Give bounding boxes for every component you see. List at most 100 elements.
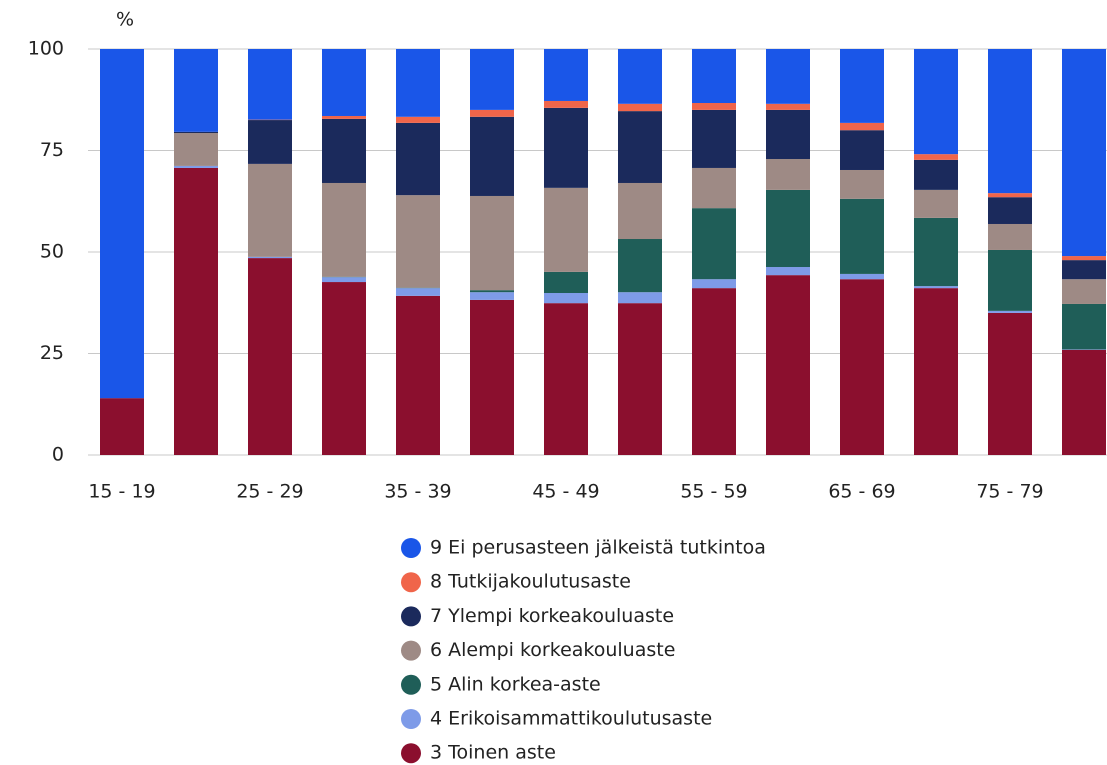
bar-segment: [766, 189, 810, 268]
bar-segment: [766, 103, 810, 110]
bar-segment: [396, 295, 440, 455]
legend-marker: [401, 572, 421, 593]
x-tick-label: 35 - 39: [384, 481, 451, 503]
bar-segment: [470, 292, 514, 300]
bar-segment: [544, 107, 588, 188]
bar-segment: [396, 116, 440, 123]
bar-segment: [470, 116, 514, 196]
legend-marker: [401, 640, 421, 661]
bar-segment: [766, 267, 810, 276]
x-tick-label: 75 - 79: [976, 481, 1043, 503]
legend-label: 6 Alempi korkeakouluaste: [430, 639, 675, 661]
bar-segment: [544, 49, 588, 101]
legend-marker: [401, 674, 421, 695]
bar-segment: [248, 120, 292, 164]
bar-segment: [840, 49, 884, 123]
bar-segment: [618, 103, 662, 112]
bar-segment: [692, 102, 736, 110]
bar-segment: [840, 169, 884, 199]
x-tick-label: 25 - 29: [236, 481, 303, 503]
bar-segment: [618, 182, 662, 240]
legend-marker: [401, 743, 421, 764]
bar-segment: [100, 398, 144, 455]
y-tick-label: 0: [52, 444, 64, 466]
bar-segment: [248, 49, 292, 120]
legend-marker: [401, 709, 421, 729]
bar-segment: [544, 303, 588, 455]
bar-segment: [470, 195, 514, 291]
bar-segment: [174, 167, 218, 455]
bar-segment: [1062, 303, 1106, 350]
bar-segment: [840, 122, 884, 131]
bar-segment: [470, 109, 514, 117]
bar-segment: [544, 271, 588, 294]
bar-segment: [1062, 260, 1106, 280]
legend-marker: [401, 606, 421, 627]
bar-segment: [1062, 256, 1106, 261]
legend-label: 9 Ei perusasteen jälkeistä tutkintoa: [430, 537, 766, 559]
bar-segment: [692, 109, 736, 168]
bar-segment: [988, 49, 1032, 194]
bar-segment: [914, 217, 958, 287]
bar-segment: [914, 288, 958, 455]
bar-segment: [396, 195, 440, 288]
bar-segment: [174, 49, 218, 132]
bar-segment: [470, 299, 514, 455]
bar-segment: [766, 49, 810, 104]
bar-segment: [766, 109, 810, 160]
bar-segment: [914, 49, 958, 155]
bar-segment: [692, 49, 736, 103]
bar-segment: [988, 197, 1032, 224]
bar-segment: [1062, 279, 1106, 304]
bar-segment: [1062, 49, 1106, 257]
bar-segment: [396, 49, 440, 117]
bar-segment: [248, 256, 292, 259]
bar-segment: [544, 293, 588, 304]
bar-segment: [1062, 349, 1106, 455]
bar-segment: [692, 167, 736, 209]
x-tick-label: 45 - 49: [532, 481, 599, 503]
y-tick-label: 25: [40, 342, 64, 364]
bar-segment: [322, 49, 366, 116]
bar-segment: [174, 133, 218, 166]
bar-segment: [840, 198, 884, 274]
bar-segment: [988, 223, 1032, 250]
bar-segment: [470, 49, 514, 110]
bar-segment: [766, 275, 810, 455]
bar-segment: [100, 49, 144, 399]
bar-segment: [322, 115, 366, 119]
bar-segment: [174, 165, 218, 168]
bar-segment: [618, 239, 662, 293]
bar-segment: [544, 187, 588, 272]
legend-label: 4 Erikoisammattikoulutusaste: [430, 708, 712, 730]
bar-segment: [914, 154, 958, 160]
bar-segment: [988, 310, 1032, 313]
bar-segment: [174, 131, 218, 134]
x-tick-label: 55 - 59: [680, 481, 747, 503]
y-axis-label: %: [116, 9, 134, 31]
bar-segment: [692, 208, 736, 280]
bar-segment: [618, 292, 662, 304]
legend-label: 7 Ylempi korkeakouluaste: [430, 605, 674, 627]
bar-segment: [840, 279, 884, 455]
bar-segment: [396, 288, 440, 296]
bar-segment: [322, 277, 366, 283]
legend-label: 5 Alin korkea-aste: [430, 673, 601, 695]
y-tick-label: 50: [40, 241, 64, 263]
legend-label: 8 Tutkijakoulutusaste: [430, 571, 631, 593]
bar-segment: [322, 282, 366, 455]
bar-segment: [766, 159, 810, 190]
x-tick-label: 15 - 19: [88, 481, 155, 503]
y-tick-label: 75: [40, 139, 64, 161]
bar-segment: [248, 258, 292, 455]
bar-segment: [618, 303, 662, 455]
bar-segment: [322, 118, 366, 183]
bar-segment: [322, 182, 366, 277]
bar-segment: [396, 122, 440, 196]
bar-segment: [618, 111, 662, 183]
bar-segment: [914, 189, 958, 218]
bar-segment: [692, 279, 736, 289]
legend-label: 3 Toinen aste: [430, 742, 556, 764]
bar-segment: [840, 273, 884, 280]
